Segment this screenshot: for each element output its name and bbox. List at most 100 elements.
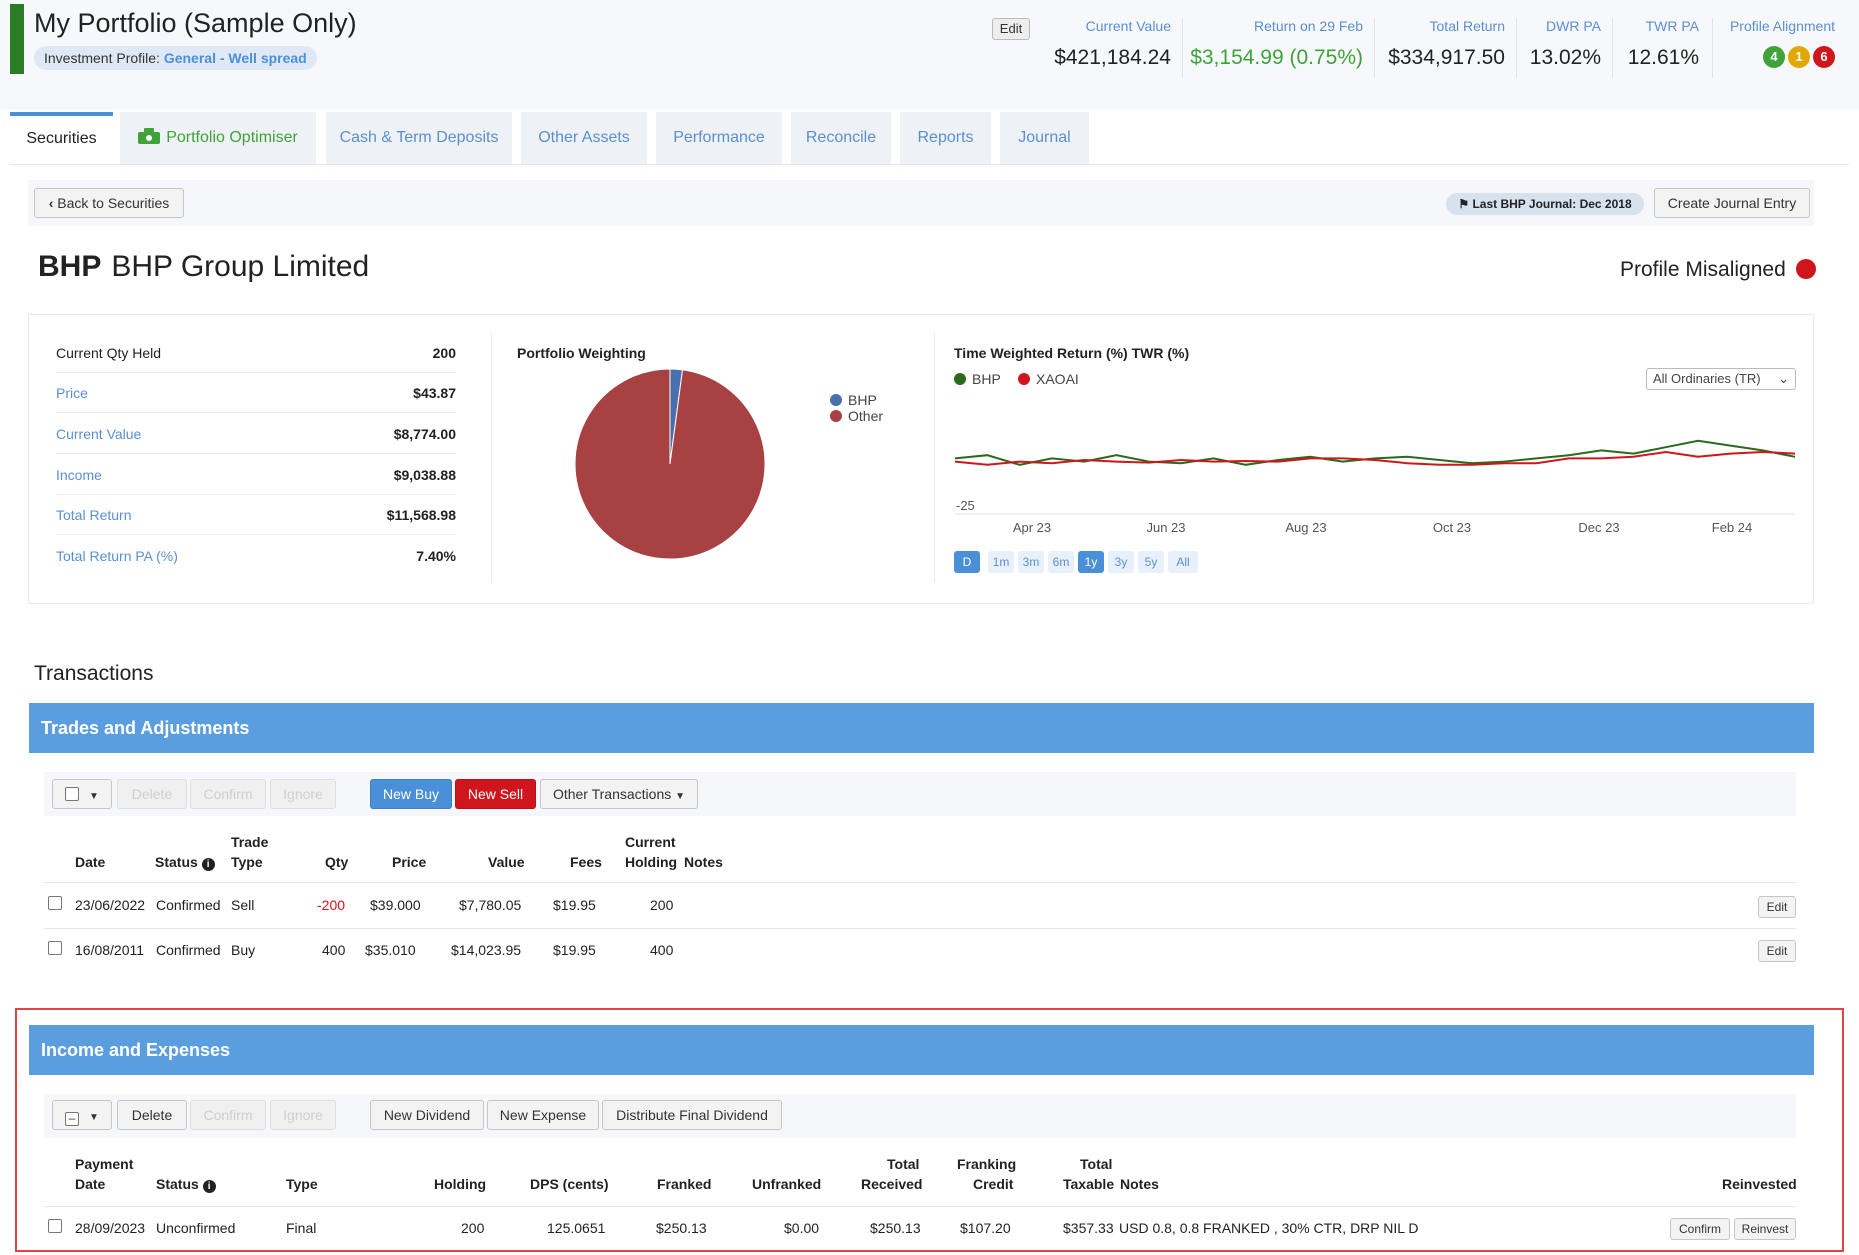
reinvest-income-button[interactable]: Reinvest — [1734, 1218, 1796, 1240]
investment-profile-value[interactable]: General - Well spread — [163, 50, 307, 66]
range-button-d[interactable]: D — [954, 551, 980, 573]
range-button-1y[interactable]: 1y — [1078, 551, 1104, 573]
x-axis-tick-label: Oct 23 — [1433, 520, 1471, 535]
create-journal-entry-button[interactable]: Create Journal Entry — [1654, 188, 1810, 218]
col-value[interactable]: Value — [488, 854, 525, 870]
edit-trade-button[interactable]: Edit — [1758, 940, 1796, 962]
col-fees[interactable]: Fees — [570, 854, 602, 870]
last-journal-label: Last BHP Journal: Dec 2018 — [1472, 197, 1632, 211]
range-button-3y[interactable]: 3y — [1108, 551, 1134, 573]
col-qty[interactable]: Qty — [325, 854, 349, 870]
income-select-all-dropdown[interactable]: – ▼ — [52, 1100, 112, 1130]
income-total-taxable: $357.33 — [1063, 1220, 1114, 1236]
legend-dot-icon — [954, 373, 966, 385]
col-franking-credit[interactable]: Credit — [973, 1176, 1014, 1192]
trades-confirm-button[interactable]: Confirm — [190, 779, 266, 809]
col-payment-date[interactable]: Date — [75, 1176, 106, 1192]
summary-link-total-return[interactable]: Total Return — [56, 507, 132, 523]
distribute-final-dividend-button[interactable]: Distribute Final Dividend — [602, 1100, 782, 1130]
select-all-checkbox-partial[interactable]: – — [65, 1112, 80, 1126]
pie-legend-item-other[interactable]: Other — [830, 408, 883, 424]
aligned-count-badge[interactable]: 4 — [1763, 46, 1785, 68]
twr-line-chart[interactable]: Apr 23 Jun 23 Aug 23 Oct 23 Dec 23 Feb 24 — [950, 410, 1800, 540]
col-total-received[interactable]: Received — [861, 1176, 923, 1192]
tab-portfolio-optimiser[interactable]: Portfolio Optimiser — [120, 112, 316, 164]
trades-delete-button[interactable]: Delete — [117, 779, 187, 809]
range-button-3m[interactable]: 3m — [1018, 551, 1044, 573]
summary-link-income[interactable]: Income — [56, 467, 102, 483]
select-all-checkbox[interactable] — [65, 787, 80, 801]
trade-value: $14,023.95 — [451, 942, 522, 958]
col-status-label: Status — [156, 1176, 199, 1192]
col-type[interactable]: Type — [286, 1176, 318, 1192]
tab-journal[interactable]: Journal — [1000, 112, 1089, 164]
col-holding[interactable]: Holding — [625, 854, 678, 870]
stat-divider — [1612, 18, 1613, 78]
caret-down-icon: ▼ — [88, 791, 99, 802]
col-reinvested[interactable]: Reinvested — [1722, 1176, 1797, 1192]
partial-count-badge[interactable]: 1 — [1788, 46, 1810, 68]
col-unfranked[interactable]: Unfranked — [752, 1176, 822, 1192]
new-sell-button[interactable]: New Sell — [455, 779, 536, 809]
income-ignore-button[interactable]: Ignore — [270, 1100, 336, 1130]
income-notes: USD 0.8, 0.8 FRANKED , 30% CTR, DRP NIL … — [1119, 1220, 1419, 1236]
investment-profile-badge[interactable]: Investment Profile: General - Well sprea… — [34, 46, 317, 70]
optimiser-icon — [138, 114, 161, 166]
col-notes[interactable]: Notes — [684, 854, 723, 870]
income-confirm-button[interactable]: Confirm — [190, 1100, 266, 1130]
col-dps[interactable]: DPS (cents) — [530, 1176, 609, 1192]
row-checkbox[interactable] — [48, 1219, 62, 1233]
tab-other-assets[interactable]: Other Assets — [521, 112, 647, 164]
col-price[interactable]: Price — [392, 854, 427, 870]
tab-reports[interactable]: Reports — [900, 112, 991, 164]
info-icon[interactable]: i — [202, 1180, 216, 1193]
line-legend-item-bhp[interactable]: BHP — [954, 371, 1001, 387]
legend-dot-icon — [830, 394, 842, 406]
confirm-income-button[interactable]: Confirm — [1670, 1218, 1730, 1240]
summary-link-total-return-pa[interactable]: Total Return PA (%) — [56, 548, 178, 564]
benchmark-select[interactable]: All Ordinaries (TR) ⌄ — [1646, 368, 1796, 390]
range-button-all[interactable]: All — [1168, 551, 1198, 573]
tab-reconcile[interactable]: Reconcile — [791, 112, 891, 164]
trades-select-all-dropdown[interactable]: ▼ — [52, 779, 112, 809]
trade-qty: -200 — [317, 897, 346, 913]
info-icon[interactable]: i — [201, 858, 215, 871]
pie-legend-item-bhp[interactable]: BHP — [830, 392, 877, 408]
tab-securities[interactable]: Securities — [10, 112, 113, 164]
portfolio-weighting-pie[interactable] — [570, 364, 770, 564]
trades-ignore-button[interactable]: Ignore — [270, 779, 336, 809]
new-dividend-button[interactable]: New Dividend — [370, 1100, 484, 1130]
col-status[interactable]: Status i — [155, 852, 215, 872]
x-axis-tick-label: Dec 23 — [1578, 520, 1619, 535]
last-journal-badge[interactable]: ⚑ Last BHP Journal: Dec 2018 — [1446, 193, 1644, 215]
range-button-6m[interactable]: 6m — [1048, 551, 1074, 573]
back-label: Back to Securities — [57, 195, 170, 211]
col-franked[interactable]: Franked — [657, 1176, 712, 1192]
col-trade-type[interactable]: Type — [231, 854, 263, 870]
tab-cash-term-deposits[interactable]: Cash & Term Deposits — [326, 112, 512, 164]
caret-down-icon: ▼ — [88, 1112, 99, 1123]
summary-link-current-value[interactable]: Current Value — [56, 426, 142, 442]
summary-link-price[interactable]: Price — [56, 385, 88, 401]
income-status: Unconfirmed — [156, 1220, 236, 1236]
tab-performance[interactable]: Performance — [656, 112, 782, 164]
other-transactions-dropdown[interactable]: Other Transactions ▼ — [540, 779, 698, 809]
line-legend-item-xaoai[interactable]: XAOAI — [1018, 371, 1079, 387]
col-holding[interactable]: Holding — [434, 1176, 487, 1192]
range-button-1m[interactable]: 1m — [988, 551, 1014, 573]
new-buy-button[interactable]: New Buy — [370, 779, 452, 809]
col-status[interactable]: Status i — [156, 1174, 216, 1194]
new-expense-button[interactable]: New Expense — [487, 1100, 599, 1130]
row-checkbox[interactable] — [48, 896, 62, 910]
col-total-taxable[interactable]: Taxable — [1063, 1176, 1115, 1192]
row-checkbox[interactable] — [48, 941, 62, 955]
edit-portfolio-button[interactable]: Edit — [992, 18, 1030, 40]
range-button-5y[interactable]: 5y — [1138, 551, 1164, 573]
col-notes[interactable]: Notes — [1120, 1176, 1159, 1192]
back-to-securities-button[interactable]: ‹ Back to Securities — [34, 188, 184, 218]
edit-trade-button[interactable]: Edit — [1758, 896, 1796, 918]
col-date[interactable]: Date — [75, 854, 106, 870]
income-delete-button[interactable]: Delete — [117, 1100, 187, 1130]
misaligned-count-badge[interactable]: 6 — [1813, 46, 1835, 68]
